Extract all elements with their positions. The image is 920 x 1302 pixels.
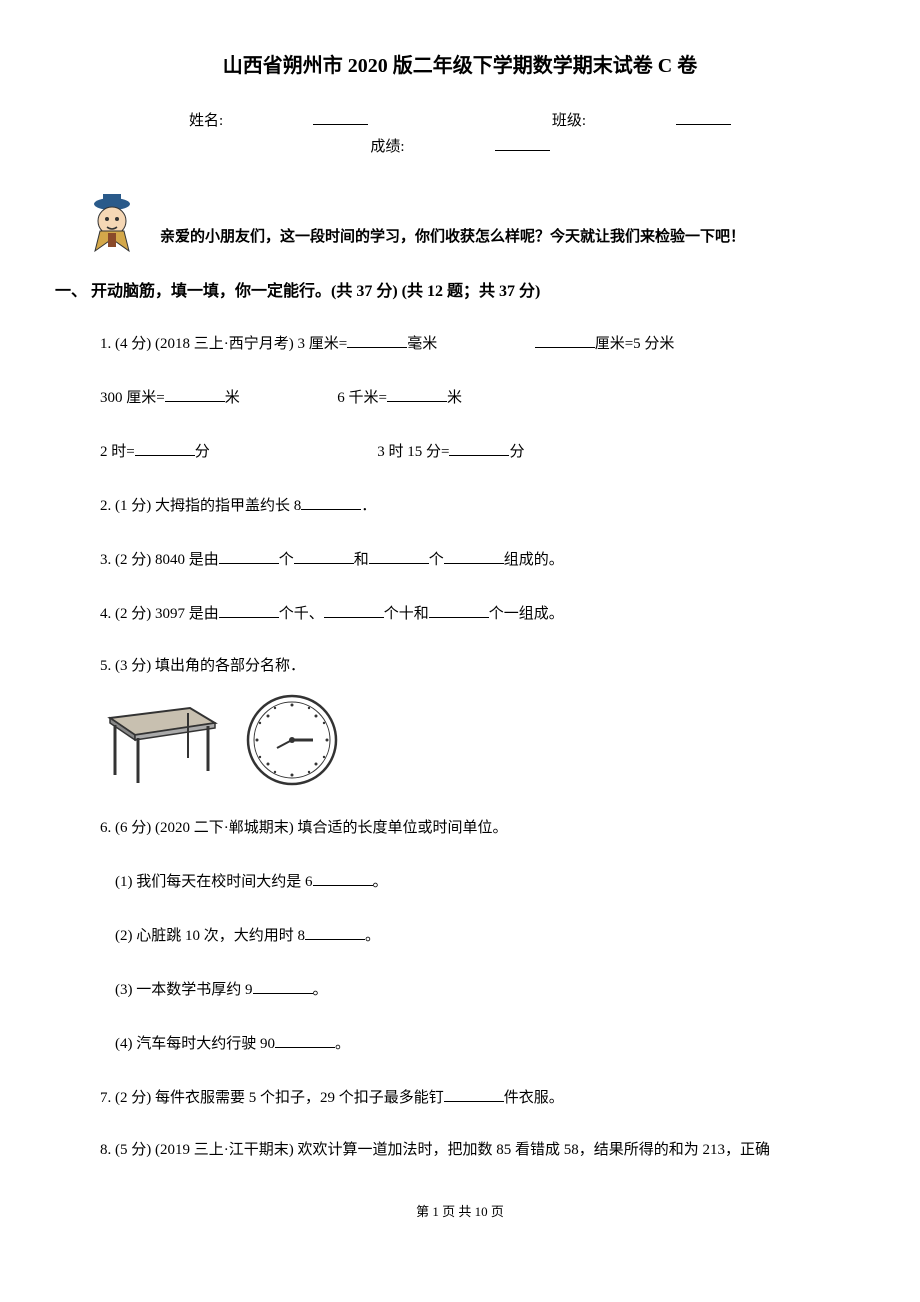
question-8: 8. (5 分) (2019 三上·江干期末) 欢欢计算一道加法时，把加数 85…: [55, 1138, 865, 1162]
table-figure-icon: [100, 693, 220, 788]
page-title: 山西省朔州市 2020 版二年级下学期数学期末试卷 C 卷: [55, 50, 865, 82]
question-4: 4. (2 分) 3097 是由个千、个十和个一组成。: [55, 600, 865, 626]
q6-blank4[interactable]: [275, 1030, 335, 1048]
q4-blank1[interactable]: [219, 600, 279, 618]
q6-blank3[interactable]: [253, 976, 313, 994]
q6-blank2[interactable]: [305, 922, 365, 940]
class-field: 班级:: [507, 107, 776, 133]
q1-blank1[interactable]: [347, 330, 407, 348]
q6-sub2: (2) 心脏跳 10 次，大约用时 8。: [100, 922, 865, 948]
q7-blank[interactable]: [444, 1084, 504, 1102]
name-blank[interactable]: [313, 107, 368, 125]
question-5: 5. (3 分) 填出角的各部分名称．: [55, 654, 865, 788]
info-line: 姓名: 班级: 成绩:: [55, 107, 865, 159]
q6-sub4: (4) 汽车每时大约行驶 90。: [100, 1030, 865, 1056]
score-label: 成绩:: [370, 135, 404, 159]
section-header: 一、 开动脑筋，填一填，你一定能行。(共 37 分) (共 12 题；共 37 …: [55, 279, 865, 305]
question-6: 6. (6 分) (2020 二下·郸城期末) 填合适的长度单位或时间单位。 (…: [55, 816, 865, 1056]
q1-blank2[interactable]: [535, 330, 595, 348]
q1-blank3[interactable]: [165, 384, 225, 402]
mascot-icon: [85, 189, 140, 254]
q3-blank1[interactable]: [219, 546, 279, 564]
q3-blank4[interactable]: [444, 546, 504, 564]
score-blank[interactable]: [495, 133, 550, 151]
q1-blank6[interactable]: [449, 438, 509, 456]
q6-sub1: (1) 我们每天在校时间大约是 6。: [100, 868, 865, 894]
name-label: 姓名:: [189, 109, 223, 133]
name-field: 姓名:: [144, 107, 413, 133]
q1-blank5[interactable]: [135, 438, 195, 456]
q4-blank2[interactable]: [324, 600, 384, 618]
q2-blank[interactable]: [301, 492, 361, 510]
intro-text: 亲爱的小朋友们，这一段时间的学习，你们收获怎么样呢？今天就让我们来检验一下吧！: [160, 225, 745, 254]
score-field: 成绩:: [325, 133, 594, 159]
q3-blank2[interactable]: [294, 546, 354, 564]
q4-blank3[interactable]: [429, 600, 489, 618]
question-3: 3. (2 分) 8040 是由个和个组成的。: [55, 546, 865, 572]
q6-sub3: (3) 一本数学书厚约 9。: [100, 976, 865, 1002]
page-footer: 第 1 页 共 10 页: [55, 1202, 865, 1223]
question-1: 1. (4 分) (2018 三上·西宁月考) 3 厘米=毫米 厘米=5 分米 …: [55, 330, 865, 464]
question-7: 7. (2 分) 每件衣服需要 5 个扣子，29 个扣子最多能钉件衣服。: [55, 1084, 865, 1110]
class-blank[interactable]: [676, 107, 731, 125]
class-label: 班级:: [552, 109, 586, 133]
clock-figure-icon: [245, 693, 340, 788]
q1-blank4[interactable]: [387, 384, 447, 402]
question-2: 2. (1 分) 大拇指的指甲盖约长 8．: [55, 492, 865, 518]
q3-blank3[interactable]: [369, 546, 429, 564]
figure-row: [100, 693, 865, 788]
intro-row: 亲爱的小朋友们，这一段时间的学习，你们收获怎么样呢？今天就让我们来检验一下吧！: [55, 189, 865, 254]
q6-blank1[interactable]: [313, 868, 373, 886]
